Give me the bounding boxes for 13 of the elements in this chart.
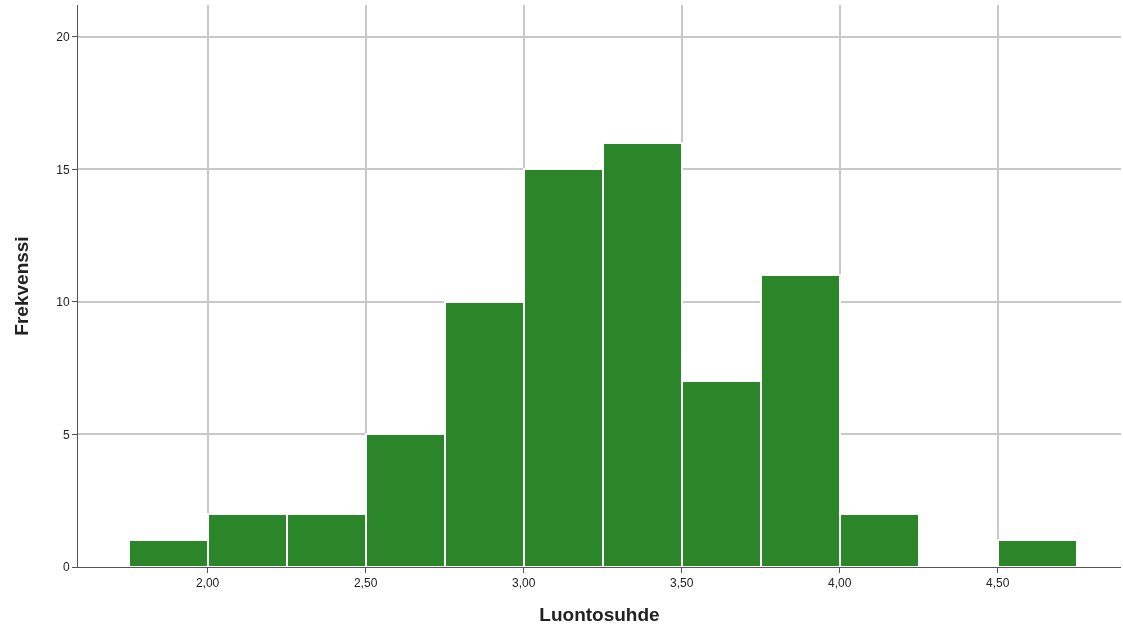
y-tick-label: 15 [56,162,70,177]
x-tick-label: 4,50 [986,576,1010,591]
x-axis-title: Luontosuhde [539,604,660,626]
y-tick-label: 0 [62,560,70,575]
y-tick-label: 10 [56,295,70,310]
x-tick-label: 2,00 [195,576,220,591]
x-tick-label: 3,50 [670,576,694,591]
x-tick-label: 3,00 [511,576,536,591]
y-tick-label: 20 [56,30,70,45]
x-tick-label: 2,50 [353,576,378,591]
x-tick-label: 4,00 [828,576,852,591]
y-axis-title: Frekvenssi [11,236,33,336]
y-tick-label: 5 [62,427,70,442]
